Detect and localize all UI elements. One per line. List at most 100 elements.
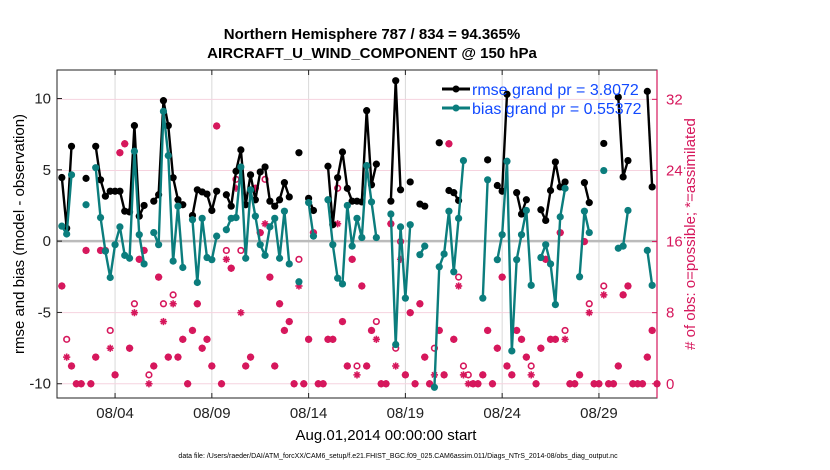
- rmse-point: [58, 173, 66, 182]
- asterisk-stroke: [484, 327, 491, 334]
- asterisk-stroke: [208, 362, 215, 370]
- assimilated-obs-marker: [319, 380, 327, 388]
- bias-point: [305, 199, 313, 207]
- bias-point: [396, 223, 405, 231]
- asterisk-stroke: [411, 380, 419, 387]
- assimilated-obs-marker: [532, 380, 540, 388]
- assimilated-obs-marker: [271, 362, 279, 370]
- assimilated-obs-marker: [125, 344, 134, 352]
- rmse-point: [67, 142, 76, 150]
- asterisk-stroke: [286, 318, 293, 325]
- asterisk-stroke: [494, 345, 501, 352]
- bias-point: [198, 214, 206, 222]
- possible-obs-marker: [222, 246, 230, 255]
- bias-point: [435, 263, 443, 271]
- rmse-point: [92, 142, 100, 150]
- bias-point: [367, 198, 376, 206]
- bias-point: [67, 171, 76, 179]
- asterisk-stroke: [392, 362, 399, 370]
- rmse-point: [503, 90, 511, 98]
- asterisk-stroke: [237, 309, 244, 316]
- rmse-point: [208, 206, 216, 215]
- assimilated-obs-marker: [406, 309, 414, 317]
- asterisk-stroke: [615, 362, 622, 370]
- left-y-tick-label: -5: [38, 304, 51, 321]
- legend-rmse-marker: [452, 85, 460, 93]
- possible-obs-marker: [372, 317, 380, 326]
- rmse-series: [58, 77, 656, 232]
- asterisk-stroke: [552, 336, 559, 343]
- assimilated-obs-marker: [222, 255, 230, 263]
- bias-line: [646, 250, 654, 286]
- bias-point: [280, 207, 289, 215]
- rmse-point: [435, 139, 443, 147]
- rmse-point: [363, 107, 371, 115]
- asterisk-stroke: [165, 354, 172, 361]
- asterisk-stroke: [353, 371, 361, 378]
- assimilated-obs-marker: [338, 317, 347, 326]
- bias-point: [140, 260, 148, 268]
- rmse-point: [421, 202, 429, 210]
- bias-point: [63, 230, 71, 238]
- assimilated-obs-marker: [121, 140, 129, 148]
- rmse-point: [338, 148, 347, 156]
- bias-point: [130, 147, 139, 155]
- asterisk-stroke: [218, 380, 225, 387]
- assimilated-obs-marker: [280, 326, 289, 335]
- asterisk-stroke: [586, 309, 593, 316]
- bias-point: [450, 268, 458, 276]
- bias-point: [295, 278, 303, 286]
- rmse-point: [295, 149, 303, 157]
- asterisk-stroke: [305, 336, 312, 343]
- assimilated-obs-marker: [401, 371, 409, 379]
- bias-point: [484, 176, 492, 184]
- rmse-point: [164, 122, 172, 130]
- assimilated-obs-marker: [513, 326, 521, 335]
- rmse-point: [271, 202, 279, 210]
- x-tick-label: 08/24: [483, 405, 521, 422]
- assimilated-obs-marker: [503, 362, 511, 370]
- assimilated-obs-marker: [213, 122, 221, 130]
- asterisk-stroke: [426, 380, 433, 387]
- rmse-point: [159, 97, 168, 105]
- possible-obs-marker: [295, 255, 303, 263]
- left-y-axis-label: rmse and bias (model - observation): [11, 114, 28, 354]
- assimilated-obs-marker: [372, 335, 380, 343]
- rmse-point: [266, 197, 274, 205]
- assimilated-obs-marker: [82, 246, 90, 255]
- asterisk-stroke: [344, 362, 351, 370]
- assimilated-obs-marker: [246, 353, 255, 361]
- axes: 08/04 08/09 08/14 08/19 08/24 08/29 0 8 16 24 32 -1…: [29, 70, 683, 422]
- assimilated-obs-marker: [614, 362, 622, 370]
- bias-point: [343, 201, 351, 210]
- bias-point: [275, 254, 284, 262]
- bias-point: [416, 251, 424, 259]
- rmse-point: [324, 162, 332, 170]
- rmse-point: [580, 179, 589, 187]
- rmse-point: [309, 206, 318, 215]
- asterisk-stroke: [620, 291, 627, 298]
- rmse-point: [334, 174, 342, 182]
- rmse-point: [222, 191, 230, 199]
- assimilated-obs-marker: [203, 335, 211, 343]
- possible-obs-marker: [585, 300, 593, 308]
- rmse-point: [275, 196, 284, 204]
- bias-point: [251, 212, 259, 220]
- bias-point: [430, 383, 439, 391]
- asterisk-stroke: [349, 256, 356, 263]
- bias-point: [406, 221, 414, 229]
- asterisk-stroke: [194, 300, 201, 307]
- asterisk-stroke: [600, 291, 607, 298]
- assimilated-obs-marker: [411, 380, 419, 388]
- bias-point: [188, 216, 197, 224]
- assimilated-obs-marker: [619, 291, 627, 299]
- asterisk-stroke: [199, 345, 206, 352]
- bias-point: [440, 250, 448, 258]
- assimilated-obs-marker: [571, 380, 579, 388]
- asterisk-stroke: [402, 371, 409, 378]
- rmse-point: [101, 192, 109, 200]
- bias-point: [125, 254, 134, 262]
- bias-point: [213, 232, 221, 240]
- x-tick-label: 08/29: [580, 405, 618, 422]
- bias-point: [164, 151, 172, 160]
